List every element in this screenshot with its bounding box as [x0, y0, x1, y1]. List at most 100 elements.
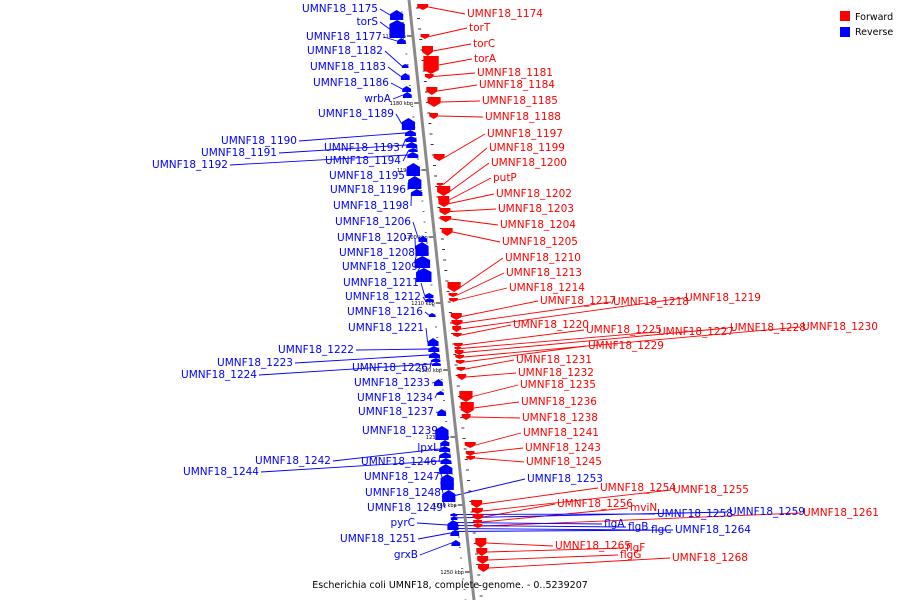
gene-label-umnf18-1199[interactable]: UMNF18_1199	[489, 142, 565, 154]
gene-label-lpxl[interactable]: lpxL	[417, 442, 439, 454]
gene-label-umnf18-1237[interactable]: UMNF18_1237	[358, 406, 434, 418]
gene-label-umnf18-1205[interactable]: UMNF18_1205	[502, 236, 578, 248]
gene-label-umnf18-1189[interactable]: UMNF18_1189	[318, 108, 394, 120]
gene-label-umnf18-1253[interactable]: UMNF18_1253	[527, 473, 603, 485]
gene-label-flgf[interactable]: flgF	[626, 542, 645, 554]
gene-label-umnf18-1243[interactable]: UMNF18_1243	[525, 442, 601, 454]
gene-label-umnf18-1206[interactable]: UMNF18_1206	[335, 216, 411, 228]
gene-label-tors[interactable]: torS	[356, 16, 378, 28]
gene-label-umnf18-1192[interactable]: UMNF18_1192	[152, 159, 228, 171]
gene-label-umnf18-1228[interactable]: UMNF18_1228	[730, 322, 806, 334]
gene-label-umnf18-1197[interactable]: UMNF18_1197	[487, 128, 563, 140]
gene-label-flgb[interactable]: flgB	[628, 521, 648, 533]
gene-label-umnf18-1247[interactable]: UMNF18_1247	[364, 471, 440, 483]
gene-label-umnf18-1241[interactable]: UMNF18_1241	[523, 427, 599, 439]
gene-label-umnf18-1217[interactable]: UMNF18_1217	[540, 295, 616, 307]
gene-label-wrba[interactable]: wrbA	[364, 93, 392, 105]
gene-label-umnf18-1225[interactable]: UMNF18_1225	[586, 324, 662, 336]
gene-label-umnf18-1202[interactable]: UMNF18_1202	[496, 188, 572, 200]
gene-label-tort[interactable]: torT	[469, 22, 491, 34]
gene-label-umnf18-1261[interactable]: UMNF18_1261	[803, 507, 879, 519]
gene-label-umnf18-1220[interactable]: UMNF18_1220	[513, 319, 589, 331]
gene-label-umnf18-1232[interactable]: UMNF18_1232	[518, 367, 594, 379]
gene-label-umnf18-1230[interactable]: UMNF18_1230	[802, 321, 878, 333]
gene-label-umnf18-1234[interactable]: UMNF18_1234	[357, 392, 433, 404]
gene-label-umnf18-1174[interactable]: UMNF18_1174	[467, 8, 543, 20]
gene-label-umnf18-1193[interactable]: UMNF18_1193	[324, 142, 400, 154]
gene-label-umnf18-1246[interactable]: UMNF18_1246	[361, 456, 437, 468]
gene-label-umnf18-1175[interactable]: UMNF18_1175	[302, 3, 378, 15]
gene-label-umnf18-1200[interactable]: UMNF18_1200	[491, 157, 567, 169]
gene-label-umnf18-1198[interactable]: UMNF18_1198	[333, 200, 409, 212]
gene-label-umnf18-1229[interactable]: UMNF18_1229	[588, 340, 664, 352]
gene-connector-pyrc	[416, 522, 448, 526]
gene-label-umnf18-1186[interactable]: UMNF18_1186	[313, 77, 389, 89]
gene-label-umnf18-1211[interactable]: UMNF18_1211	[343, 277, 419, 289]
gene-label-umnf18-1195[interactable]: UMNF18_1195	[329, 170, 405, 182]
gene-label-umnf18-1209[interactable]: UMNF18_1209	[342, 261, 418, 273]
gene-label-umnf18-1210[interactable]: UMNF18_1210	[505, 252, 581, 264]
gene-label-umnf18-1238[interactable]: UMNF18_1238	[522, 412, 598, 424]
gene-label-grxb[interactable]: grxB	[394, 549, 418, 561]
gene-label-umnf18-1224[interactable]: UMNF18_1224	[181, 369, 257, 381]
gene-label-umnf18-1264[interactable]: UMNF18_1264	[675, 524, 751, 536]
gene-label-umnf18-1190[interactable]: UMNF18_1190	[221, 135, 297, 147]
gene-arrow-flga	[451, 521, 458, 524]
gene-label-umnf18-1221[interactable]: UMNF18_1221	[348, 322, 424, 334]
gene-label-umnf18-1212[interactable]: UMNF18_1212	[345, 291, 421, 303]
gene-label-tora[interactable]: torA	[474, 53, 497, 65]
gene-connector-umnf18-1242	[332, 448, 440, 462]
gene-label-umnf18-1244[interactable]: UMNF18_1244	[183, 466, 259, 478]
gene-label-umnf18-1214[interactable]: UMNF18_1214	[509, 282, 585, 294]
gene-label-flgg[interactable]: flgG	[620, 549, 641, 561]
gene-label-umnf18-1259[interactable]: UMNF18_1259	[729, 506, 805, 518]
gene-label-umnf18-1219[interactable]: UMNF18_1219	[685, 292, 761, 304]
gene-label-umnf18-1188[interactable]: UMNF18_1188	[485, 111, 561, 123]
gene-label-umnf18-1216[interactable]: UMNF18_1216	[347, 306, 423, 318]
gene-label-umnf18-1184[interactable]: UMNF18_1184	[479, 79, 555, 91]
gene-label-umnf18-1208[interactable]: UMNF18_1208	[339, 247, 415, 259]
gene-label-umnf18-1233[interactable]: UMNF18_1233	[354, 377, 430, 389]
gene-label-putp[interactable]: putP	[493, 172, 517, 184]
gene-label-torc[interactable]: torC	[473, 38, 495, 50]
gene-label-umnf18-1181[interactable]: UMNF18_1181	[477, 67, 553, 79]
gene-label-umnf18-1182[interactable]: UMNF18_1182	[307, 45, 383, 57]
gene-label-umnf18-1218[interactable]: UMNF18_1218	[613, 296, 689, 308]
gene-label-umnf18-1185[interactable]: UMNF18_1185	[482, 95, 558, 107]
gene-label-flga[interactable]: flgA	[604, 518, 625, 530]
gene-label-umnf18-1194[interactable]: UMNF18_1194	[325, 155, 401, 167]
gene-label-flgc[interactable]: flgC	[651, 524, 672, 536]
gene-label-umnf18-1231[interactable]: UMNF18_1231	[516, 354, 592, 366]
gene-label-umnf18-1191[interactable]: UMNF18_1191	[201, 147, 277, 159]
gene-label-umnf18-1268[interactable]: UMNF18_1268	[672, 552, 748, 564]
gene-label-mvin[interactable]: mviN	[630, 502, 657, 514]
gene-label-umnf18-1235[interactable]: UMNF18_1235	[520, 379, 596, 391]
gene-label-umnf18-1249[interactable]: UMNF18_1249	[367, 502, 443, 514]
gene-label-umnf18-1258[interactable]: UMNF18_1258	[657, 508, 733, 520]
gene-label-umnf18-1255[interactable]: UMNF18_1255	[673, 484, 749, 496]
gene-connector-umnf18-1184	[437, 84, 478, 92]
gene-label-umnf18-1223[interactable]: UMNF18_1223	[217, 357, 293, 369]
legend-reverse-swatch	[840, 27, 850, 37]
gene-label-umnf18-1245[interactable]: UMNF18_1245	[526, 456, 602, 468]
gene-label-umnf18-1222[interactable]: UMNF18_1222	[278, 344, 354, 356]
gene-label-umnf18-1183[interactable]: UMNF18_1183	[310, 61, 386, 73]
gene-label-umnf18-1242[interactable]: UMNF18_1242	[255, 455, 331, 467]
gene-label-umnf18-1203[interactable]: UMNF18_1203	[498, 203, 574, 215]
gene-label-umnf18-1196[interactable]: UMNF18_1196	[330, 184, 406, 196]
gene-label-umnf18-1227[interactable]: UMNF18_1227	[658, 326, 734, 338]
gene-label-umnf18-1239[interactable]: UMNF18_1239	[362, 425, 438, 437]
gene-label-umnf18-1254[interactable]: UMNF18_1254	[600, 482, 676, 494]
gene-label-umnf18-1265[interactable]: UMNF18_1265	[555, 540, 631, 552]
gene-label-umnf18-1236[interactable]: UMNF18_1236	[521, 396, 597, 408]
gene-connector-umnf18-1206	[412, 221, 419, 240]
gene-label-umnf18-1177[interactable]: UMNF18_1177	[306, 31, 382, 43]
gene-label-umnf18-1213[interactable]: UMNF18_1213	[506, 267, 582, 279]
gene-label-umnf18-1251[interactable]: UMNF18_1251	[340, 533, 416, 545]
gene-label-umnf18-1207[interactable]: UMNF18_1207	[337, 232, 413, 244]
gene-label-pyrc[interactable]: pyrC	[390, 517, 415, 529]
gene-label-umnf18-1256[interactable]: UMNF18_1256	[557, 498, 633, 510]
gene-label-umnf18-1226[interactable]: UMNF18_1226	[352, 362, 428, 374]
gene-label-umnf18-1204[interactable]: UMNF18_1204	[500, 219, 576, 231]
gene-label-umnf18-1248[interactable]: UMNF18_1248	[365, 487, 441, 499]
